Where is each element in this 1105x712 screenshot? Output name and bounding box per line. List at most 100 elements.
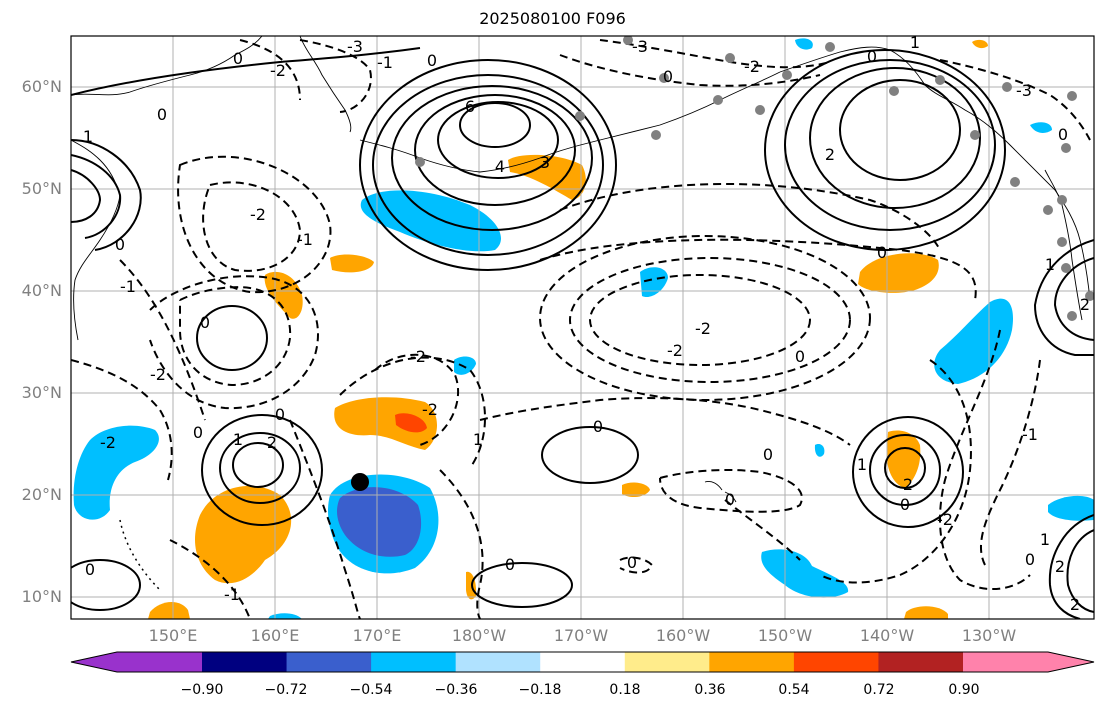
station-marker xyxy=(1061,263,1071,273)
contour-label: 2 xyxy=(825,145,835,164)
contour-label: -2 xyxy=(667,341,683,360)
zero-contour xyxy=(201,414,323,526)
contour-label: 0 xyxy=(427,51,437,70)
lon-label: 170°W xyxy=(553,626,609,645)
positive-contour xyxy=(1066,529,1094,613)
contour-label: -3 xyxy=(1016,81,1032,100)
contour-label: 2 xyxy=(267,433,277,452)
north-america-coastline xyxy=(1044,169,1083,321)
station-marker xyxy=(825,42,835,52)
colorbar-tick-label: −0.36 xyxy=(434,682,478,698)
colorbar-tick-label: 0.72 xyxy=(863,682,895,698)
lon-label: 160°W xyxy=(655,626,711,645)
contour-label: -2 xyxy=(695,319,711,338)
station-marker xyxy=(1085,291,1094,301)
colorbar-segment xyxy=(793,652,879,672)
contour-label: -2 xyxy=(937,510,953,529)
negative-contour xyxy=(439,469,484,619)
colorbar-segment xyxy=(71,652,202,672)
positive-anomaly-region xyxy=(195,485,292,584)
station-marker xyxy=(1067,311,1077,321)
contour-label: -2 xyxy=(410,347,426,366)
positive-contour xyxy=(414,94,576,206)
kamchatka-coastline xyxy=(299,36,352,133)
negative-anomaly-region xyxy=(934,298,1014,384)
negative-contour xyxy=(339,356,486,469)
negative-contour xyxy=(374,353,460,446)
negative-anomaly-region xyxy=(795,38,813,50)
lon-label: 170°E xyxy=(352,626,402,645)
contour-label: 1 xyxy=(233,430,243,449)
contour-label: 2 xyxy=(1080,295,1090,314)
positive-contour xyxy=(1048,514,1094,619)
station-marker xyxy=(575,111,585,121)
station-marker xyxy=(1002,82,1012,92)
station-marker xyxy=(713,95,723,105)
positive-anomaly-region xyxy=(904,606,948,619)
positive-anomaly-region xyxy=(858,253,939,293)
positive-contour xyxy=(1033,239,1094,356)
negative-contour xyxy=(659,469,803,513)
positive-contour xyxy=(884,447,926,489)
positive-contour xyxy=(1053,257,1094,341)
negative-contour xyxy=(169,539,251,619)
contour-label: 0 xyxy=(900,495,910,514)
contour-label: -1 xyxy=(377,53,393,72)
colorbar-tick-label: 0.54 xyxy=(778,682,810,698)
contour-label: 1 xyxy=(473,430,483,449)
contour-label: 0 xyxy=(233,49,243,68)
negative-anomaly-region xyxy=(73,425,159,520)
negative-contour xyxy=(569,257,851,383)
contour-label: -1 xyxy=(1022,425,1038,444)
contour-label: 4 xyxy=(495,157,505,176)
zero-contour xyxy=(71,559,141,611)
station-marker xyxy=(970,130,980,140)
contour-label: -2 xyxy=(250,205,266,224)
positive-contour xyxy=(71,154,122,239)
storm-center-marker xyxy=(351,473,369,491)
colorbar-tick-label: −0.72 xyxy=(264,682,308,698)
station-marker xyxy=(1067,91,1077,101)
station-marker xyxy=(725,53,735,63)
positive-contour xyxy=(71,139,142,251)
station-marker xyxy=(623,36,633,45)
strong-positive-anomaly xyxy=(395,413,427,433)
strong-negative-anomaly xyxy=(337,487,422,557)
contour-label: 0 xyxy=(795,347,805,366)
zero-contour xyxy=(541,426,639,484)
negative-contour xyxy=(202,181,302,272)
contour-label: 0 xyxy=(157,105,167,124)
contour-label: -1 xyxy=(120,277,136,296)
contour-label: 1 xyxy=(1040,530,1050,549)
lat-label: 20°N xyxy=(21,485,62,504)
positive-contour xyxy=(437,101,559,179)
positive-anomaly-region xyxy=(886,430,921,488)
contour-labels: -3 6 4 3 0 1 0 -1 -2 -1 0 -2 0 -2 0 1 2 … xyxy=(83,33,1090,614)
positive-anomaly-region xyxy=(330,254,374,273)
positive-contour xyxy=(809,67,981,209)
negative-contour xyxy=(239,39,301,101)
alaska-coastline xyxy=(779,46,1091,301)
contour-label: -2 xyxy=(100,433,116,452)
contour-label: -2 xyxy=(744,57,760,76)
lon-label: 130°W xyxy=(961,626,1017,645)
contour-label: 0 xyxy=(867,47,877,66)
contour-label: 0 xyxy=(200,313,210,332)
contour-label: 3 xyxy=(540,153,550,172)
negative-anomaly-region xyxy=(640,267,668,298)
lat-label: 30°N xyxy=(21,383,62,402)
station-marker xyxy=(1057,237,1067,247)
positive-anomaly-region xyxy=(334,397,438,450)
negative-contour xyxy=(119,259,206,421)
positive-contour xyxy=(784,59,996,231)
negative-contour xyxy=(539,235,871,401)
lon-label: 160°E xyxy=(250,626,300,645)
lon-label: 150°W xyxy=(757,626,813,645)
negative-contour xyxy=(559,183,941,251)
positive-anomaly-region xyxy=(148,601,190,619)
contour-label: 0 xyxy=(115,235,125,254)
contour-label: 1 xyxy=(910,33,920,52)
hawaii-islands xyxy=(704,481,737,503)
colorbar-segment xyxy=(286,652,372,672)
lat-label: 60°N xyxy=(21,77,62,96)
